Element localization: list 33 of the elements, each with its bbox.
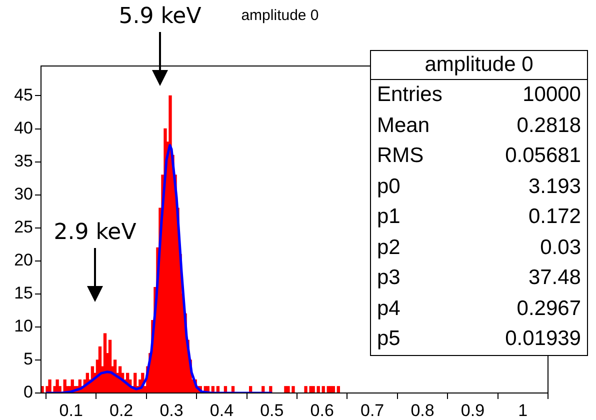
y-tick-label: 20 [14,250,33,270]
x-tick-label: 0.9 [460,400,485,420]
text: p4 0.2967 [377,296,581,320]
text: Entries 10000 [377,83,581,106]
text: p2 0.03 [377,236,581,258]
y-tick-label: 35 [14,151,33,170]
text: p0 3.193 [377,174,581,198]
x-tick-label: 0.6 [310,400,334,420]
chart-title: amplitude 0 [240,7,320,24]
y-tick-label: 15 [14,284,33,303]
x-tick-label: 1 [518,400,528,420]
text: p5 0.01939 [377,327,581,350]
x-tick-label: 0.7 [360,400,384,420]
y-tick-label: 30 [14,184,33,204]
text: p1 0.172 [377,205,581,228]
y-tick-label: 45 [14,85,33,104]
y-tick-label: 5 [24,350,33,369]
text: Mean 0.2818 [377,114,581,136]
text: 5.9 keV [118,4,202,29]
y-tick-label: 10 [14,316,33,336]
text: p3 37.48 [377,266,581,289]
annotation: amplitude 0 [371,51,587,80]
x-tick-label: 0.8 [410,400,434,420]
x-tick-label: 0.5 [260,400,284,420]
y-tick-label: 25 [14,218,33,237]
x-tick-label: 0.4 [210,400,234,420]
x-tick-label: 0.2 [109,400,134,420]
y-tick-label: 0 [24,382,33,402]
annotation: 2.9 keV [54,220,136,245]
y-tick-label: 40 [14,118,33,138]
x-tick-label: 0.3 [160,400,184,420]
text: RMS 0.05681 [377,144,581,167]
x-tick-label: 0.1 [59,400,83,420]
